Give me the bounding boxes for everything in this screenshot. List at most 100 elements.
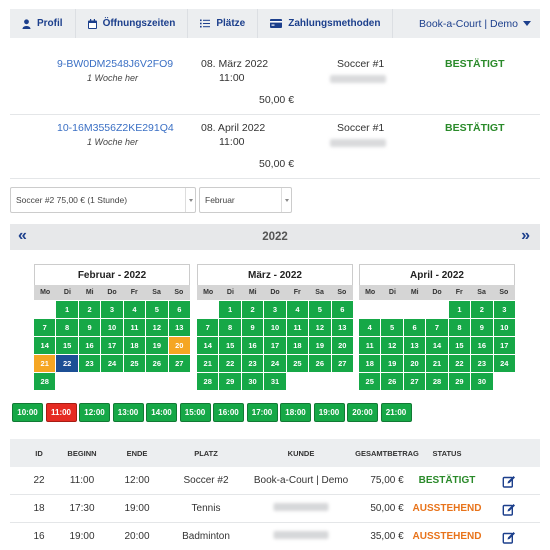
calendar-day[interactable]: 5 <box>381 319 403 336</box>
calendar-day[interactable]: 27 <box>168 355 190 372</box>
calendar-day[interactable]: 4 <box>123 301 146 318</box>
calendar-day[interactable]: 31 <box>264 373 286 390</box>
calendar-day[interactable]: 25 <box>286 355 309 372</box>
calendar-day[interactable]: 8 <box>448 319 471 336</box>
calendar-day[interactable]: 22 <box>219 355 241 372</box>
edit-icon[interactable] <box>502 503 516 519</box>
calendar-day[interactable]: 6 <box>403 319 426 336</box>
calendar-day[interactable]: 14 <box>426 337 448 354</box>
calendar-day[interactable]: 13 <box>331 319 353 336</box>
next-year-icon[interactable]: » <box>521 227 530 244</box>
time-slot-button[interactable]: 12:00 <box>79 403 110 422</box>
calendar-day[interactable]: 15 <box>219 337 241 354</box>
calendar-day[interactable]: 18 <box>286 337 309 354</box>
booking-id-link[interactable]: 9-BW0DM2548J6V2FO9 <box>57 58 174 70</box>
calendar-day[interactable]: 15 <box>56 337 78 354</box>
nav-zahlungsmethoden[interactable]: Zahlungsmethoden <box>258 9 394 38</box>
calendar-day[interactable]: 16 <box>241 337 264 354</box>
calendar-day[interactable]: 27 <box>403 373 426 390</box>
calendar-day[interactable]: 26 <box>309 355 331 372</box>
time-slot-button[interactable]: 17:00 <box>246 403 278 422</box>
calendar-day[interactable]: 29 <box>448 373 471 390</box>
calendar-day[interactable]: 7 <box>34 319 56 336</box>
time-slot-button[interactable]: 13:00 <box>112 403 144 422</box>
calendar-day[interactable]: 8 <box>56 319 78 336</box>
calendar-day[interactable]: 19 <box>309 337 331 354</box>
nav-profil[interactable]: Profil <box>10 9 76 38</box>
calendar-day[interactable]: 1 <box>56 301 78 318</box>
calendar-day[interactable]: 9 <box>241 319 264 336</box>
calendar-day[interactable]: 27 <box>331 355 353 372</box>
nav-plaetze[interactable]: Plätze <box>188 9 259 38</box>
calendar-day[interactable]: 5 <box>309 301 331 318</box>
calendar-day[interactable]: 24 <box>101 355 123 372</box>
calendar-day[interactable]: 17 <box>101 337 123 354</box>
calendar-day[interactable]: 18 <box>359 355 381 372</box>
calendar-day[interactable]: 5 <box>146 301 168 318</box>
calendar-day[interactable]: 30 <box>471 373 493 390</box>
nav-oeffnungszeiten[interactable]: Öffnungszeiten <box>76 9 189 38</box>
calendar-day[interactable]: 16 <box>471 337 493 354</box>
calendar-day[interactable]: 2 <box>241 301 264 318</box>
calendar-day[interactable]: 23 <box>471 355 493 372</box>
calendar-day[interactable]: 2 <box>78 301 101 318</box>
calendar-day[interactable]: 19 <box>146 337 168 354</box>
calendar-day[interactable]: 28 <box>197 373 219 390</box>
calendar-day[interactable]: 13 <box>168 319 190 336</box>
calendar-day[interactable]: 28 <box>426 373 448 390</box>
calendar-day[interactable]: 17 <box>493 337 515 354</box>
calendar-day[interactable]: 6 <box>331 301 353 318</box>
calendar-day[interactable]: 18 <box>123 337 146 354</box>
time-slot-button[interactable]: 20:00 <box>347 403 378 422</box>
calendar-day[interactable]: 10 <box>101 319 123 336</box>
calendar-day[interactable]: 8 <box>219 319 241 336</box>
calendar-day[interactable]: 17 <box>264 337 286 354</box>
calendar-day[interactable]: 26 <box>381 373 403 390</box>
calendar-day[interactable]: 25 <box>123 355 146 372</box>
calendar-day[interactable]: 1 <box>219 301 241 318</box>
calendar-day[interactable]: 20 <box>168 337 190 354</box>
calendar-day[interactable]: 24 <box>264 355 286 372</box>
calendar-day[interactable]: 21 <box>34 355 56 372</box>
calendar-day[interactable]: 19 <box>381 355 403 372</box>
calendar-day[interactable]: 11 <box>359 337 381 354</box>
calendar-day[interactable]: 13 <box>403 337 426 354</box>
calendar-day[interactable]: 16 <box>78 337 101 354</box>
time-slot-button[interactable]: 14:00 <box>146 403 177 422</box>
prev-year-icon[interactable]: « <box>18 227 27 244</box>
calendar-day[interactable]: 23 <box>78 355 101 372</box>
calendar-day[interactable]: 14 <box>197 337 219 354</box>
calendar-day[interactable]: 11 <box>286 319 309 336</box>
calendar-day[interactable]: 24 <box>493 355 515 372</box>
calendar-day[interactable]: 28 <box>34 373 56 390</box>
calendar-day[interactable]: 22 <box>56 355 78 372</box>
calendar-day[interactable]: 14 <box>34 337 56 354</box>
calendar-day[interactable]: 7 <box>426 319 448 336</box>
time-slot-button[interactable]: 18:00 <box>280 403 311 422</box>
calendar-day[interactable]: 4 <box>286 301 309 318</box>
calendar-day[interactable]: 22 <box>448 355 471 372</box>
calendar-day[interactable]: 11 <box>123 319 146 336</box>
court-select[interactable]: Soccer #2 75,00 € (1 Stunde) <box>10 187 196 213</box>
calendar-day[interactable]: 15 <box>448 337 471 354</box>
calendar-day[interactable]: 21 <box>426 355 448 372</box>
account-dropdown[interactable]: Book-a-Court | Demo <box>419 18 540 30</box>
edit-icon[interactable] <box>502 475 516 491</box>
calendar-day[interactable]: 3 <box>101 301 123 318</box>
calendar-day[interactable]: 3 <box>493 301 515 318</box>
calendar-day[interactable]: 10 <box>493 319 515 336</box>
calendar-day[interactable]: 23 <box>241 355 264 372</box>
calendar-day[interactable]: 9 <box>471 319 493 336</box>
time-slot-button[interactable]: 10:00 <box>12 403 43 422</box>
calendar-day[interactable]: 30 <box>241 373 264 390</box>
time-slot-button[interactable]: 16:00 <box>213 403 244 422</box>
calendar-day[interactable]: 29 <box>219 373 241 390</box>
calendar-day[interactable]: 25 <box>359 373 381 390</box>
month-select[interactable]: Februar <box>199 187 292 213</box>
calendar-day[interactable]: 2 <box>471 301 493 318</box>
calendar-day[interactable]: 12 <box>146 319 168 336</box>
calendar-day[interactable]: 3 <box>264 301 286 318</box>
calendar-day[interactable]: 20 <box>331 337 353 354</box>
edit-icon[interactable] <box>502 531 516 547</box>
calendar-day[interactable]: 26 <box>146 355 168 372</box>
